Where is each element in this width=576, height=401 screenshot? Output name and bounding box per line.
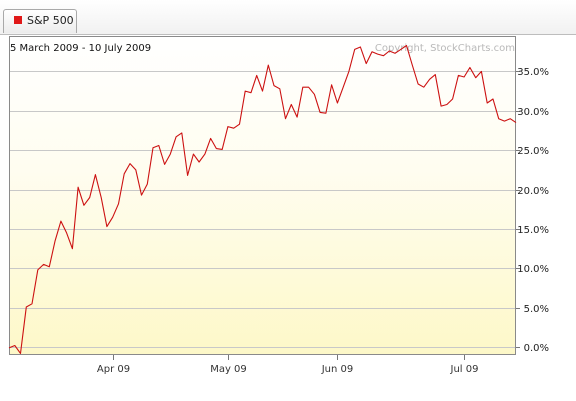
y-tick-label: 25.0% [517,146,549,157]
y-tick-label: 30.0% [517,107,549,118]
copyright-watermark: Copyright, StockCharts.com [375,43,515,54]
x-tick-label: Jul 09 [450,364,479,375]
x-tick-label: Apr 09 [97,364,130,375]
legend-tab-bar: S&P 500 [0,0,576,35]
y-tick-label: 5.0% [524,304,549,315]
x-tick-label: Jun 09 [321,364,354,375]
y-tick-label: 35.0% [517,67,549,78]
series-line-sp500 [8,44,517,354]
line-chart: 5 March 2009 - 10 July 2009 Copyright, S… [8,36,549,375]
y-tick-label: 20.0% [517,186,549,197]
y-tick-label: 0.0% [524,343,549,354]
x-tick-label: May 09 [210,364,247,375]
y-axis: 0.0% 5.0% 10.0% 15.0% 20.0% 25.0% 30.0% 35.0% [516,67,549,354]
date-range-label: 5 March 2009 - 10 July 2009 [10,43,151,54]
legend-tab-label: S&P 500 [27,14,74,27]
y-tick-label: 10.0% [517,264,549,275]
plot-area [9,36,516,355]
y-tick-label: 15.0% [517,225,549,236]
legend-tab-sp500[interactable]: S&P 500 [3,9,77,33]
gridlines [9,71,516,348]
legend-swatch-icon [14,16,22,24]
plot-frame [9,36,516,355]
x-axis: Apr 09 May 09 Jun 09 Jul 09 [97,355,479,375]
